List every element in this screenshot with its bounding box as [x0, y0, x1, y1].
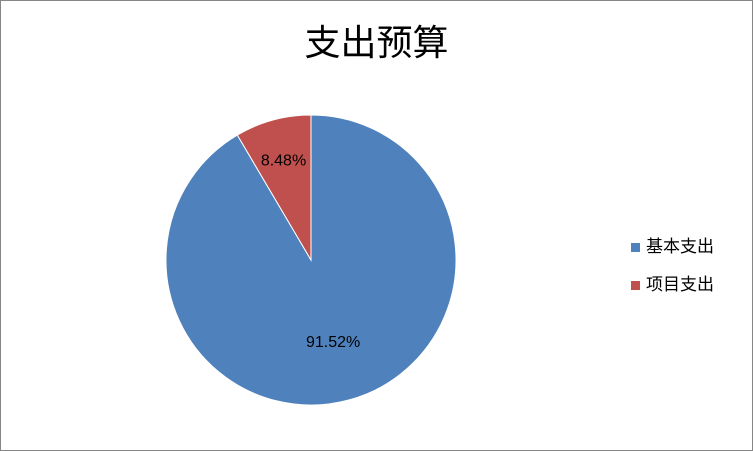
legend-swatch: [631, 281, 640, 290]
legend-label: 基本支出: [646, 237, 714, 257]
data-label-0: 91.52%: [306, 334, 360, 351]
chart-title: 支出预算: [304, 23, 449, 64]
legend-item-1: 项目支出: [631, 270, 714, 295]
legend-item-0: 基本支出: [631, 232, 714, 257]
data-label-1: 8.48%: [261, 152, 306, 169]
pie-slice-1: [236, 114, 312, 262]
legend-label: 项目支出: [646, 275, 714, 295]
legend-swatch: [631, 243, 640, 252]
